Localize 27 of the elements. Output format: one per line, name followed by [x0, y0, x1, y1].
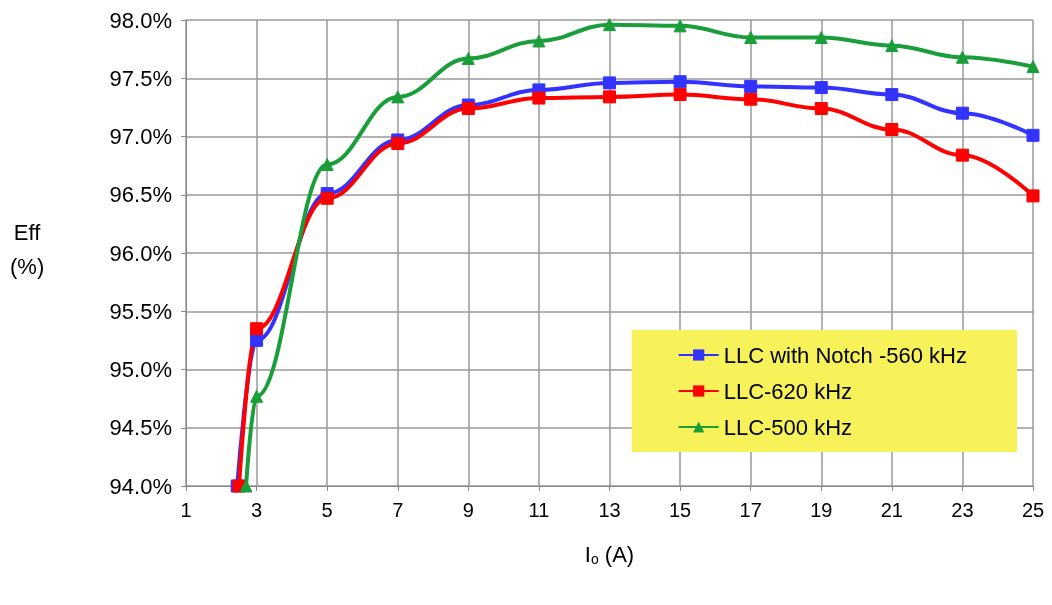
- x-tick-label: 3: [251, 499, 263, 521]
- x-tick-label: 13: [598, 499, 621, 521]
- x-tick-label: 5: [321, 499, 333, 521]
- x-tick-label: 25: [1021, 499, 1045, 521]
- x-tick-label: 1: [180, 499, 192, 521]
- x-tick-label: 11: [528, 499, 550, 521]
- y-tick-label: 97.0%: [109, 124, 172, 149]
- y-tick-label: 96.5%: [109, 182, 172, 208]
- x-tick-label: 9: [462, 499, 474, 521]
- x-tick-label: 21: [880, 499, 903, 521]
- x-tick-label: 17: [739, 499, 762, 521]
- x-tick-label: 23: [951, 499, 974, 521]
- x-axis-title: Io (A): [584, 541, 635, 567]
- y-tick-label: 97.5%: [109, 65, 172, 91]
- y-tick-label: 95.0%: [109, 357, 172, 382]
- x-tick-label: 15: [668, 499, 692, 521]
- x-tick-label: 19: [810, 499, 833, 521]
- legend-label: LLC-620 kHz: [723, 378, 853, 404]
- y-tick-label: 98.0%: [109, 7, 172, 33]
- legend-label: LLC with Notch -560 kHz: [723, 342, 968, 368]
- y-axis-title: Eff (%): [10, 219, 45, 279]
- legend-label: LLC-500 kHz: [723, 414, 853, 440]
- x-tick-label: 7: [392, 499, 404, 521]
- y-tick-label: 94.0%: [109, 473, 172, 499]
- y-tick-label: 96.0%: [109, 240, 172, 266]
- y-tick-label: 94.5%: [109, 415, 172, 441]
- y-tick-label: 95.5%: [109, 298, 172, 324]
